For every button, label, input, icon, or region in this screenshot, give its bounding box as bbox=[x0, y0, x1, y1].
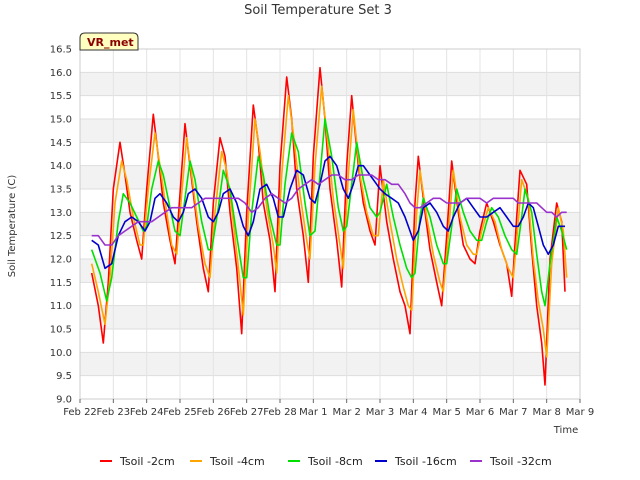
x-tick-label: Feb 22 bbox=[63, 407, 97, 418]
grid-lines bbox=[79, 48, 581, 400]
x-tick-label: Mar 1 bbox=[299, 407, 327, 418]
x-tick-label: Mar 4 bbox=[399, 407, 427, 418]
x-tick-label: Mar 7 bbox=[499, 407, 527, 418]
x-tick-label: Feb 24 bbox=[130, 407, 164, 418]
y-tick-label: 11.5 bbox=[50, 278, 72, 289]
grid-band bbox=[80, 212, 580, 236]
legend-label-tsoil-16cm: Tsoil -16cm bbox=[394, 455, 457, 468]
y-tick-label: 11.0 bbox=[50, 301, 72, 312]
chart-title: Soil Temperature Set 3 bbox=[244, 3, 392, 18]
y-tick-label: 10.5 bbox=[50, 325, 72, 336]
x-tick-label: Mar 8 bbox=[532, 407, 560, 418]
x-axis-ticks: Feb 22 Feb 23 Feb 24 Feb 25 Feb 26 Feb 27 Feb … bbox=[63, 399, 594, 418]
y-axis-ticks: 9.0 9.5 10.0 10.5 11.0 11.5 12.0 12.5 13.0 13.5 14… bbox=[50, 45, 72, 406]
series-line-tsoil-32cm bbox=[91, 174, 567, 246]
series-line-tsoil-2cm bbox=[90, 66, 566, 386]
x-axis-label: Time bbox=[553, 425, 578, 436]
x-tick-label: Mar 5 bbox=[432, 407, 460, 418]
y-tick-label: 14.5 bbox=[50, 138, 72, 149]
y-tick-label: 13.0 bbox=[50, 208, 72, 219]
legend-label-tsoil-2cm: Tsoil -2cm bbox=[119, 455, 175, 468]
grid-band bbox=[80, 352, 580, 376]
grid-band bbox=[80, 259, 580, 283]
x-tick-label: Mar 9 bbox=[566, 407, 594, 418]
x-tick-label: Mar 2 bbox=[332, 407, 360, 418]
y-tick-label: 15.0 bbox=[50, 115, 72, 126]
y-tick-label: 10.0 bbox=[50, 348, 72, 359]
station-badge-label: VR_met bbox=[87, 36, 134, 49]
legend-label-tsoil-4cm: Tsoil -4cm bbox=[209, 455, 265, 468]
y-tick-label: 12.0 bbox=[50, 255, 72, 266]
station-badge: VR_met bbox=[79, 32, 139, 51]
grid-band bbox=[80, 119, 580, 143]
y-tick-label: 9.0 bbox=[56, 395, 72, 406]
x-tick-label: Feb 23 bbox=[97, 407, 131, 418]
y-tick-label: 14.0 bbox=[50, 161, 72, 172]
y-tick-label: 13.5 bbox=[50, 185, 72, 196]
series-line-tsoil-16cm bbox=[91, 155, 565, 270]
y-axis-label: Soil Temperature (C) bbox=[7, 175, 18, 278]
x-tick-label: Feb 28 bbox=[263, 407, 297, 418]
x-tick-label: Feb 27 bbox=[230, 407, 264, 418]
legend-label-tsoil-8cm: Tsoil -8cm bbox=[307, 455, 363, 468]
x-tick-label: Mar 3 bbox=[366, 407, 394, 418]
y-tick-label: 16.0 bbox=[50, 68, 72, 79]
y-tick-label: 9.5 bbox=[56, 371, 72, 382]
legend-label-tsoil-32cm: Tsoil -32cm bbox=[489, 455, 552, 468]
plot-area bbox=[80, 49, 580, 399]
series-line-tsoil-8cm bbox=[90, 118, 568, 307]
series-lines bbox=[90, 66, 568, 386]
y-tick-label: 12.5 bbox=[50, 231, 72, 242]
station-badge-box bbox=[79, 32, 139, 51]
legend: Tsoil -2cm Tsoil -4cm Tsoil -8cm Tsoil -16c… bbox=[100, 455, 552, 468]
grid-band bbox=[80, 72, 580, 96]
plot-border bbox=[79, 48, 581, 400]
series-line-tsoil-4cm bbox=[90, 85, 568, 358]
y-tick-label: 15.5 bbox=[50, 91, 72, 102]
x-tick-label: Mar 6 bbox=[466, 407, 494, 418]
grid-band bbox=[80, 305, 580, 329]
x-tick-label: Feb 25 bbox=[163, 407, 197, 418]
x-tick-label: Feb 26 bbox=[197, 407, 231, 418]
y-tick-label: 16.5 bbox=[50, 45, 72, 56]
